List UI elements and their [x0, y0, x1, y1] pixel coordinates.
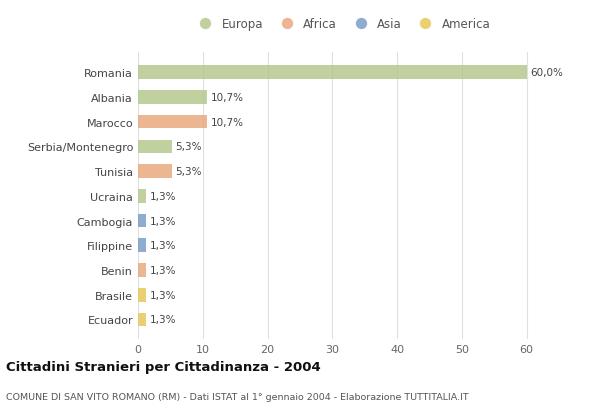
Text: 1,3%: 1,3%	[149, 240, 176, 251]
Bar	[138, 115, 207, 129]
Legend: Europa, Africa, Asia, America: Europa, Africa, Asia, America	[188, 13, 496, 36]
Text: 10,7%: 10,7%	[211, 117, 244, 127]
Bar	[138, 288, 146, 302]
Text: 60,0%: 60,0%	[530, 68, 563, 78]
Text: 5,3%: 5,3%	[176, 142, 202, 152]
Bar	[138, 91, 207, 104]
Text: 1,3%: 1,3%	[149, 265, 176, 275]
Text: 10,7%: 10,7%	[211, 93, 244, 103]
Text: COMUNE DI SAN VITO ROMANO (RM) - Dati ISTAT al 1° gennaio 2004 - Elaborazione TU: COMUNE DI SAN VITO ROMANO (RM) - Dati IS…	[6, 392, 469, 401]
Text: 1,3%: 1,3%	[149, 315, 176, 325]
Bar	[138, 214, 146, 228]
Text: 1,3%: 1,3%	[149, 216, 176, 226]
Text: 5,3%: 5,3%	[176, 166, 202, 177]
Text: 1,3%: 1,3%	[149, 290, 176, 300]
Bar	[138, 313, 146, 326]
Bar	[138, 189, 146, 203]
Bar	[138, 239, 146, 252]
Text: Cittadini Stranieri per Cittadinanza - 2004: Cittadini Stranieri per Cittadinanza - 2…	[6, 360, 321, 373]
Bar	[138, 263, 146, 277]
Bar	[138, 66, 527, 80]
Bar	[138, 140, 172, 154]
Bar	[138, 165, 172, 178]
Text: 1,3%: 1,3%	[149, 191, 176, 201]
